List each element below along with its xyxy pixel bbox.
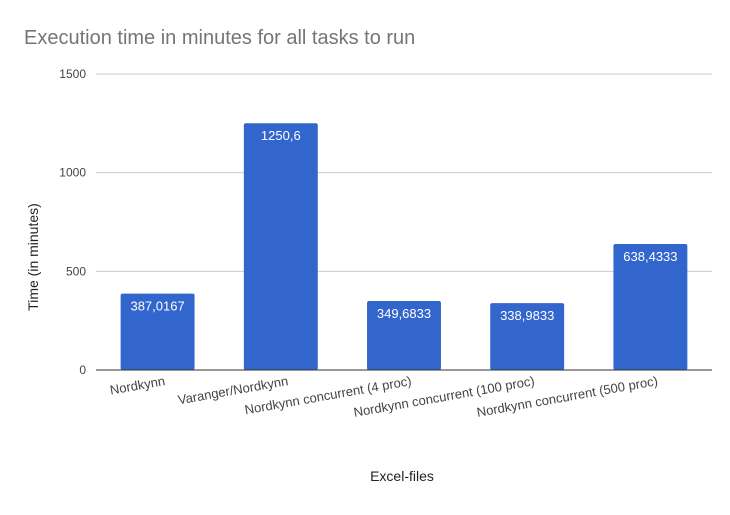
y-axis-ticks: 0 500 1000 1500	[59, 67, 86, 377]
data-label: 338,9833	[500, 308, 554, 323]
data-label: 1250,6	[261, 128, 301, 143]
bar	[490, 303, 565, 370]
bars	[120, 123, 688, 370]
x-tick-label: Nordkynn	[109, 373, 166, 397]
y-tick-label: 500	[66, 264, 86, 278]
gridlines	[96, 73, 712, 272]
bar	[243, 123, 318, 370]
y-axis-label: Time (in minutes)	[25, 203, 41, 311]
bar	[120, 293, 195, 370]
chart-title: Execution time in minutes for all tasks …	[24, 27, 415, 49]
bar	[367, 300, 441, 370]
x-axis-label: Excel-files	[370, 468, 434, 484]
y-tick-label: 1500	[59, 67, 86, 81]
y-tick-label: 1000	[59, 166, 86, 180]
data-label: 387,0167	[130, 299, 184, 314]
data-label: 349,6833	[377, 306, 431, 321]
data-label: 638,4333	[623, 249, 677, 264]
data-labels: 387,0167 1250,6 349,6833 338,9833 638,4333	[130, 128, 677, 323]
bar	[613, 244, 688, 370]
y-tick-label: 0	[79, 363, 86, 377]
